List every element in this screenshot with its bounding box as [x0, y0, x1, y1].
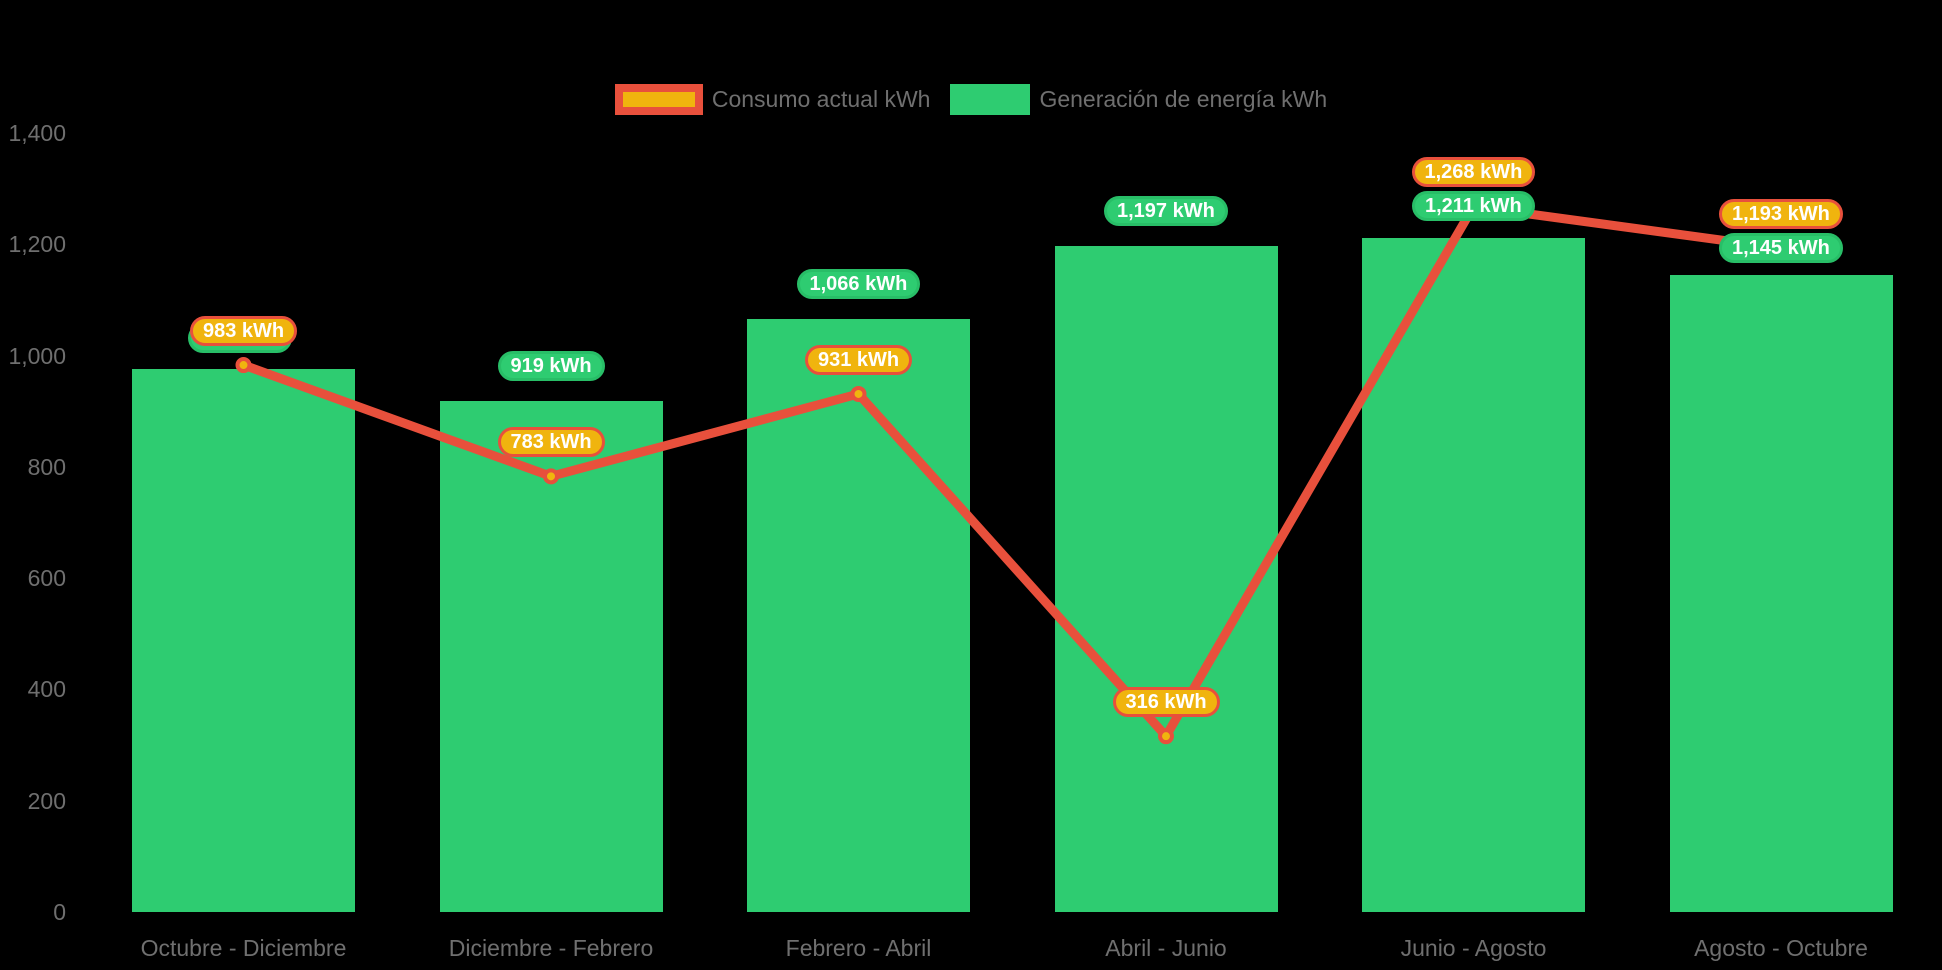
consumption-label-pill: 783 kWh	[497, 427, 605, 458]
consumption-point-marker[interactable]	[1158, 728, 1174, 745]
legend-label-generation: Generación de energía kWh	[1039, 86, 1328, 112]
legend-label-consumption: Consumo actual kWh	[711, 86, 931, 112]
legend-item-generation[interactable]: Generación de energía kWh	[950, 84, 1327, 115]
x-axis-category-label: Junio - Agosto	[1400, 935, 1547, 961]
generation-label-pill: 1,211 kWh	[1412, 191, 1535, 222]
generation-label-pill: 1,197 kWh	[1104, 195, 1228, 226]
generation-label-pill: 1,145 kWh	[1719, 233, 1843, 264]
x-axis-category-label: Agosto - Octubre	[1694, 935, 1868, 961]
consumption-label-pill: 1,268 kWh	[1411, 157, 1536, 188]
y-axis-tick-label: 600	[27, 565, 66, 592]
consumption-point-marker[interactable]	[235, 357, 252, 374]
generation-label-pill: 919 kWh	[497, 350, 605, 381]
consumption-label-pill: 983 kWh	[190, 316, 298, 347]
y-axis-tick-label: 1,000	[8, 342, 66, 369]
consumption-point-marker[interactable]	[850, 385, 867, 402]
chart-legend: Consumo actual kWh Generación de energía…	[0, 84, 1942, 115]
bar-generation-energy[interactable]	[1054, 245, 1278, 912]
consumption-line[interactable]	[239, 201, 1786, 741]
generation-label-pill: 1,066 kWh	[796, 268, 921, 299]
consumption-label-pill: 1,193 kWh	[1719, 199, 1843, 230]
bar-generation-energy[interactable]	[1362, 238, 1585, 912]
y-axis-tick-label: 200	[27, 787, 66, 814]
generation-swatch-icon	[950, 84, 1031, 115]
y-axis-tick-label: 800	[27, 453, 66, 480]
x-axis-category-label: Diciembre - Febrero	[448, 935, 654, 961]
x-axis-category-label: Octubre - Diciembre	[140, 935, 347, 961]
x-axis-category-label: Febrero - Abril	[785, 935, 932, 961]
y-axis-tick-label: 400	[27, 676, 66, 703]
y-axis-tick-label: 0	[53, 899, 66, 925]
legend-item-consumption[interactable]: Consumo actual kWh	[614, 84, 931, 115]
consumption-label-pill: 931 kWh	[805, 344, 913, 375]
consumption-swatch-icon	[614, 84, 703, 115]
consumption-point-marker[interactable]	[543, 468, 559, 485]
consumption-label-pill: 316 kWh	[1112, 687, 1220, 718]
bar-generation-energy[interactable]	[439, 400, 663, 912]
y-axis-tick-label: 1,400	[8, 120, 66, 146]
x-axis-category-label: Abril - Junio	[1105, 935, 1227, 961]
y-axis-tick-label: 1,200	[8, 231, 66, 258]
bar-generation-energy[interactable]	[1669, 274, 1893, 912]
bar-generation-energy[interactable]	[132, 369, 355, 912]
